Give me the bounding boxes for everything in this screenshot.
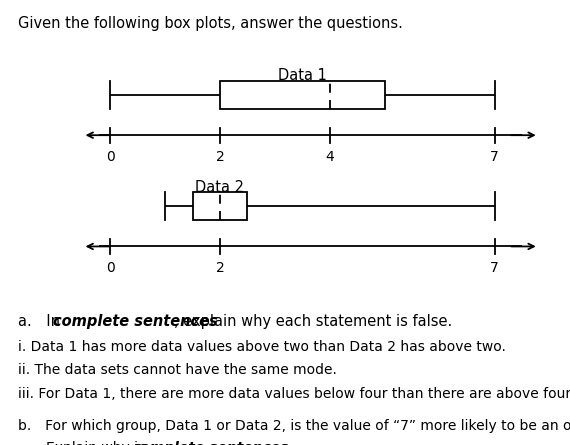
Text: 4: 4: [325, 150, 334, 164]
Text: a. In: a. In: [18, 314, 65, 329]
Text: i. Data 1 has more data values above two than Data 2 has above two.: i. Data 1 has more data values above two…: [18, 340, 506, 353]
Text: 2: 2: [215, 261, 225, 275]
Bar: [220, 81, 385, 109]
Text: b. For which group, Data 1 or Data 2, is the value of “7” more likely to be an o: b. For which group, Data 1 or Data 2, is…: [18, 419, 570, 433]
Text: complete sentences: complete sentences: [53, 314, 218, 329]
Text: ii. The data sets cannot have the same mode.: ii. The data sets cannot have the same m…: [18, 363, 337, 377]
Text: 2: 2: [215, 150, 225, 164]
Bar: [193, 192, 247, 220]
Text: Data 2: Data 2: [196, 179, 245, 194]
Text: 7: 7: [490, 150, 499, 164]
Text: iii. For Data 1, there are more data values below four than there are above four: iii. For Data 1, there are more data val…: [18, 387, 570, 400]
Text: 0: 0: [106, 261, 115, 275]
Text: Data 1: Data 1: [278, 68, 327, 83]
Text: complete sentences: complete sentences: [132, 441, 288, 445]
Text: Explain why in: Explain why in: [46, 441, 150, 445]
Text: Given the following box plots, answer the questions.: Given the following box plots, answer th…: [18, 16, 403, 31]
Text: .: .: [243, 441, 248, 445]
Text: 0: 0: [106, 150, 115, 164]
Text: , explain why each statement is false.: , explain why each statement is false.: [174, 314, 452, 329]
Text: 7: 7: [490, 261, 499, 275]
